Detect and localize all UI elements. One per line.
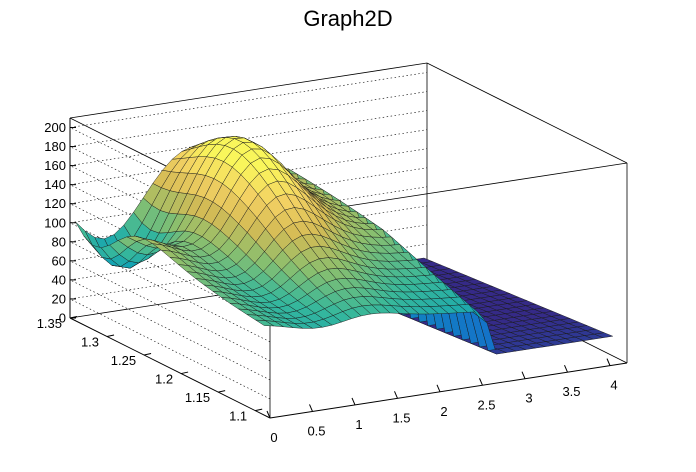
x-tick-mark (564, 364, 568, 373)
x-tick-label: 0.5 (307, 423, 325, 438)
z-tick-label: 40 (52, 272, 66, 287)
y-tick-label: 1.15 (185, 390, 210, 405)
x-tick-mark (394, 391, 398, 399)
x-tick-mark (606, 358, 611, 366)
x-tick-label: 3 (525, 391, 532, 406)
y-tick-label: 1.2 (155, 372, 173, 387)
y-tick-label: 1.3 (81, 335, 99, 350)
z-grid-line (69, 110, 428, 266)
x-tick-mark (436, 384, 441, 393)
x-tick-label: 1.5 (392, 410, 410, 425)
x-tick-label: 2 (440, 404, 447, 419)
y-tick-label: 1.25 (111, 353, 136, 368)
frame-edge (426, 62, 628, 164)
surface-cell (594, 332, 614, 338)
z-tick-label: 180 (44, 139, 66, 154)
x-tick-mark (351, 397, 356, 406)
z-tick-label: 120 (44, 196, 66, 211)
chart-title: Graph2D (303, 6, 392, 31)
y-axis-line (69, 317, 271, 419)
x-tick-label: 2.5 (477, 397, 495, 412)
x-tick-mark (309, 404, 313, 412)
z-tick-label: 140 (44, 177, 66, 192)
y-tick-mark (181, 371, 189, 375)
y-tick-mark (255, 408, 263, 412)
x-tick-mark (266, 410, 271, 419)
x-tick-label: 3.5 (562, 384, 580, 399)
z-grid-line (69, 129, 428, 285)
frame-edge (69, 62, 428, 119)
y-axis-ticks: 1.1 1.15 1.2 1.25 1.3 1.35 (37, 316, 263, 424)
z-grid-line (69, 91, 428, 247)
x-tick-mark (479, 378, 483, 386)
y-tick-mark (69, 316, 78, 319)
z-axis-ticks: 0 20 40 60 80 100 120 140 160 180 200 (44, 120, 76, 326)
z-tick-label: 80 (52, 234, 66, 249)
y-tick-label: 1.35 (37, 316, 62, 331)
y-tick-mark (143, 353, 152, 356)
y-tick-mark (218, 390, 226, 393)
z-grid-line (69, 72, 428, 228)
x-tick-label: 1 (355, 417, 362, 432)
x-axis-ticks: 0 0.5 1 1.5 2 2.5 3 3.5 4 (266, 358, 618, 445)
z-tick-label: 20 (52, 291, 66, 306)
z-tick-label: 100 (44, 215, 66, 230)
x-tick-label: 0 (270, 430, 277, 445)
z-grid-line (69, 148, 428, 304)
x-tick-mark (521, 371, 526, 379)
surface (75, 136, 614, 355)
y-tick-label: 1.1 (229, 409, 247, 424)
y-tick-mark (106, 334, 115, 338)
x-tick-label: 4 (610, 378, 617, 393)
z-tick-label: 60 (52, 253, 66, 268)
z-tick-label: 160 (44, 158, 66, 173)
z-tick-label: 200 (44, 120, 66, 135)
z-tick-label: 0 (59, 311, 66, 326)
